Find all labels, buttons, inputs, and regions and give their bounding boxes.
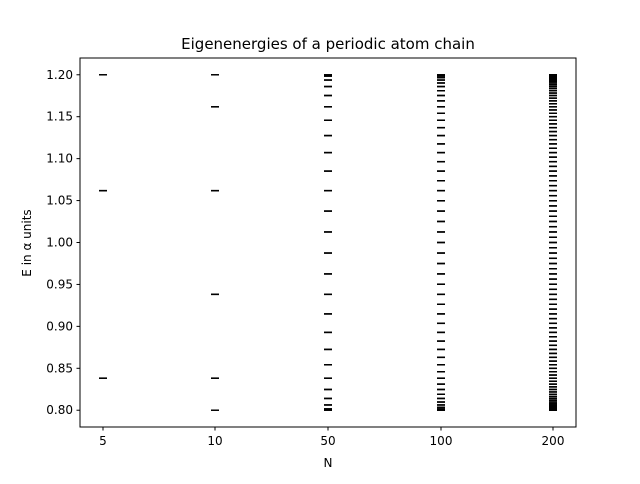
- y-tick-label: 1.05: [46, 194, 73, 208]
- axis-ticks: 0.80 0.85 0.90 0.95 1.00 1.05 1.10 1.15 1.20 5 10 5…: [46, 68, 564, 448]
- x-tick-label: 5: [99, 434, 107, 448]
- x-tick-label: 100: [430, 434, 453, 448]
- x-tick-label: 200: [542, 434, 565, 448]
- y-tick-label: 1.20: [46, 68, 73, 82]
- x-tick-label: 10: [207, 434, 222, 448]
- x-axis-label: N: [324, 456, 333, 470]
- y-tick-label: 0.95: [46, 277, 73, 291]
- y-tick-label: 1.10: [46, 152, 73, 166]
- y-axis-label: E in α units: [20, 209, 34, 276]
- y-tick-label: 0.90: [46, 319, 73, 333]
- y-tick-label: 1.15: [46, 110, 73, 124]
- y-tick-label: 0.85: [46, 361, 73, 375]
- x-tick-label: 50: [320, 434, 335, 448]
- axes-frame: [79, 57, 577, 428]
- y-tick-label: 1.00: [46, 236, 73, 250]
- chart-title: Eigenenergies of a periodic atom chain: [181, 35, 475, 53]
- plot-area: [99, 74, 557, 411]
- y-tick-label: 0.80: [46, 403, 73, 417]
